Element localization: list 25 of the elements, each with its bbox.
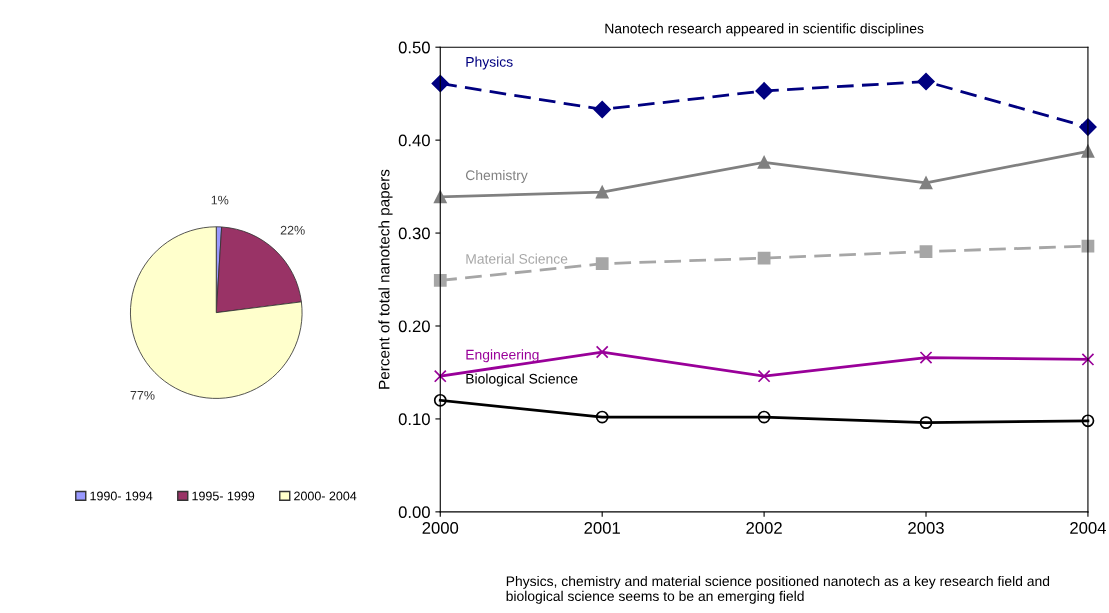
y-axis-title: Percent of total nanotech papers bbox=[378, 169, 393, 389]
y-tick-label: 0.10 bbox=[398, 413, 430, 426]
y-tick-label: 0.50 bbox=[398, 41, 430, 54]
x-tick-label: 2004 bbox=[1070, 522, 1106, 534]
x-tick-label: 2002 bbox=[746, 522, 782, 534]
data-label: 22% bbox=[280, 225, 305, 235]
data-label: 77% bbox=[130, 390, 155, 400]
series-label: Material Science bbox=[466, 253, 568, 264]
y-tick-label: 0.00 bbox=[398, 506, 430, 519]
y-tick-label: 0.30 bbox=[398, 227, 430, 240]
y-tick-label: 0.20 bbox=[398, 320, 430, 333]
series-label: Physics bbox=[466, 56, 513, 70]
legend-label: 1995- 1999 bbox=[192, 491, 255, 501]
text: Physics, chemistry and material science positioned nanotech as a key research field and biological science seems to be an emerging field bbox=[506, 575, 1050, 604]
series-label: Chemistry bbox=[465, 169, 528, 183]
x-tick-label: 2003 bbox=[908, 522, 944, 534]
series-label: Biological Science bbox=[466, 373, 578, 387]
data-label: 1% bbox=[211, 195, 229, 205]
x-tick-label: 2000 bbox=[422, 522, 459, 534]
chart-title: Nanotech research appeared in scientific disciplines bbox=[605, 23, 924, 37]
legend-label: 1990- 1994 bbox=[90, 491, 153, 501]
y-tick-label: 0.40 bbox=[398, 134, 430, 147]
legend-label: 2000- 2004 bbox=[294, 491, 357, 501]
series-label: Engineering bbox=[466, 349, 539, 363]
x-tick-label: 2001 bbox=[584, 522, 620, 534]
